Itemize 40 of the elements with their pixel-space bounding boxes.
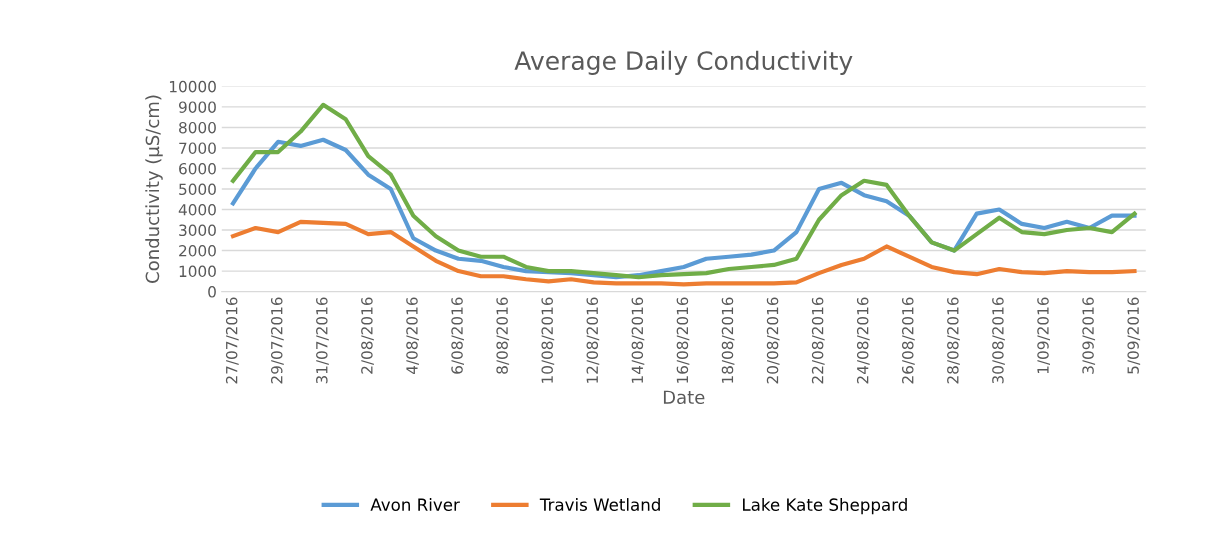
x-tick-label: 12/08/2016 <box>586 297 600 383</box>
x-tick-label: 26/08/2016 <box>902 297 915 384</box>
y-tick-label: 8000 <box>179 121 216 134</box>
legend-label: Avon River <box>370 498 460 511</box>
x-tick-label: 31/07/2016 <box>316 297 329 384</box>
y-tick-label: 9000 <box>178 101 216 113</box>
y-tick-label: 2000 <box>179 245 216 257</box>
x-tick-label: 30/08/2016 <box>992 297 1005 384</box>
x-tick-label: 5/09/2016 <box>1127 297 1141 374</box>
x-tick-label: 16/08/2016 <box>676 297 690 383</box>
line-series <box>230 102 1137 280</box>
x-tick-label: 10/08/2016 <box>541 297 555 383</box>
y-tick-label: 1000 <box>179 265 216 278</box>
x-tick-label: 14/08/2016 <box>631 297 645 383</box>
y-tick-label: 4000 <box>178 203 216 216</box>
x-tick-label: 29/07/2016 <box>270 297 284 384</box>
x-tick-label: 6/08/2016 <box>451 297 465 374</box>
x-tick-label: 28/08/2016 <box>947 297 960 384</box>
x-tick-label: 22/08/2016 <box>811 297 825 384</box>
chart-title: Average Daily Conductivity <box>514 50 853 75</box>
y-tick-label: 10000 <box>169 80 216 93</box>
y-tick-label: 0 <box>208 286 216 298</box>
x-tick-label: 4/08/2016 <box>406 297 419 375</box>
x-tick-label: 27/07/2016 <box>225 297 239 384</box>
x-tick-label: 2/08/2016 <box>361 297 374 374</box>
y-tick-label: 7000 <box>179 142 216 154</box>
x-tick-label: 24/08/2016 <box>856 297 870 384</box>
y-tick-label: 6000 <box>179 162 216 175</box>
y-tick-label: 5000 <box>179 183 216 196</box>
legend-label: Lake Kate Sheppard <box>743 498 907 515</box>
y-axis-title: Conductivity (µS/cm) <box>145 95 163 283</box>
x-tick-label: 3/09/2016 <box>1082 297 1096 374</box>
x-tick-label: 1/09/2016 <box>1037 297 1050 374</box>
x-tick-label: 8/08/2016 <box>496 297 510 374</box>
x-axis-title: Date <box>663 390 705 405</box>
y-tick-label: 3000 <box>179 224 216 237</box>
x-tick-label: 18/08/2016 <box>721 297 735 383</box>
x-tick-label: 20/08/2016 <box>766 297 780 384</box>
line-series <box>230 219 1137 287</box>
legend-label: Travis Wetland <box>539 498 660 511</box>
